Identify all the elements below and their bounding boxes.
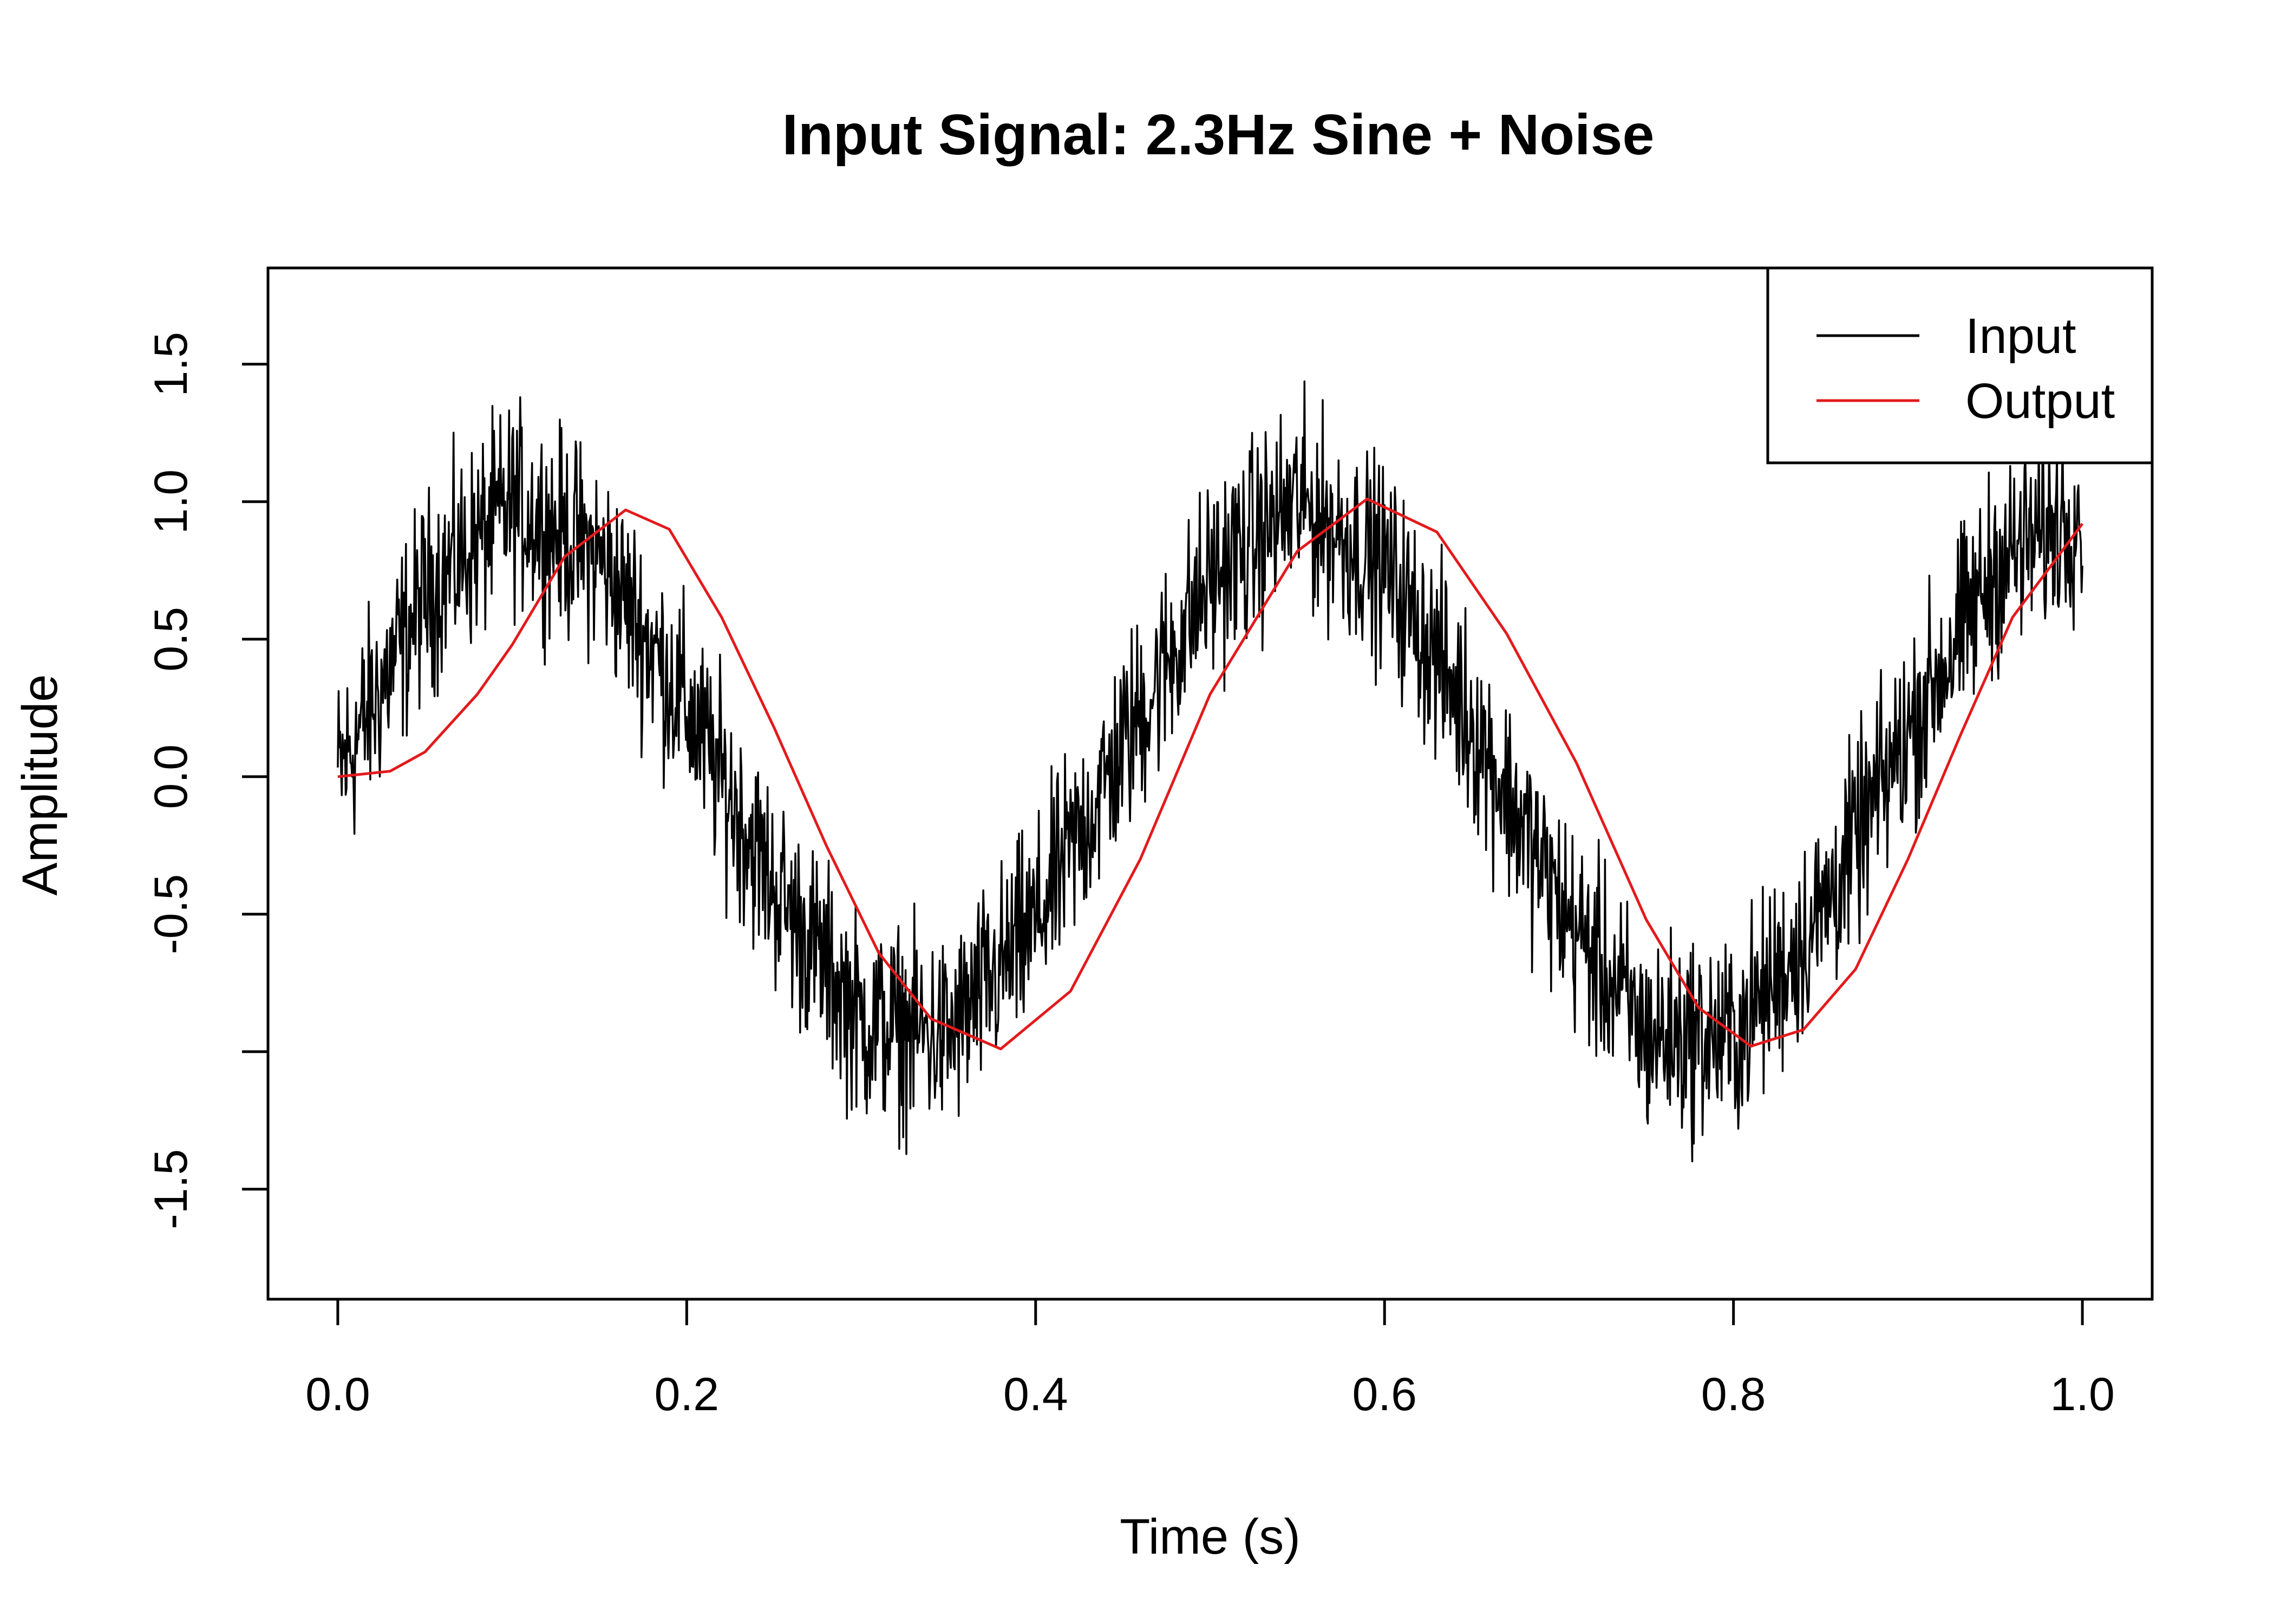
- y-tick-label: 1.5: [145, 332, 197, 397]
- legend-label-output: Output: [1965, 374, 2115, 429]
- y-tick-label: -1.5: [145, 1149, 197, 1229]
- legend-label-input: Input: [1965, 309, 2076, 364]
- legend: Input Output: [1766, 266, 2154, 464]
- x-tick-label: 0.6: [1352, 1368, 1417, 1420]
- y-tick-label: -0.5: [145, 874, 197, 954]
- y-axis-label: Amplitude: [12, 674, 68, 895]
- y-tick-label: 0.5: [145, 607, 197, 672]
- chart-title: Input Signal: 2.3Hz Sine + Noise: [782, 103, 1655, 167]
- y-tick-label: 1.0: [145, 469, 197, 534]
- y-tick-label: 0.0: [145, 744, 197, 809]
- legend-box: [1766, 266, 2154, 464]
- series-layer: [337, 380, 2084, 1163]
- series-line-output: [337, 497, 2084, 1051]
- y-axis: -1.5 -0.5 0.0 0.5 1.0 1.5: [145, 332, 270, 1229]
- x-tick-label: 0.2: [655, 1368, 720, 1420]
- series-line-input: [337, 380, 2083, 1163]
- x-tick-label: 0.8: [1701, 1368, 1766, 1420]
- x-tick-label: 1.0: [2050, 1368, 2115, 1420]
- x-axis-label: Time (s): [1120, 1509, 1301, 1564]
- x-axis: 0.0 0.2 0.4 0.6 0.8 1.0: [305, 1298, 2115, 1420]
- x-tick-label: 0.4: [1003, 1368, 1068, 1420]
- x-tick-label: 0.0: [305, 1368, 370, 1420]
